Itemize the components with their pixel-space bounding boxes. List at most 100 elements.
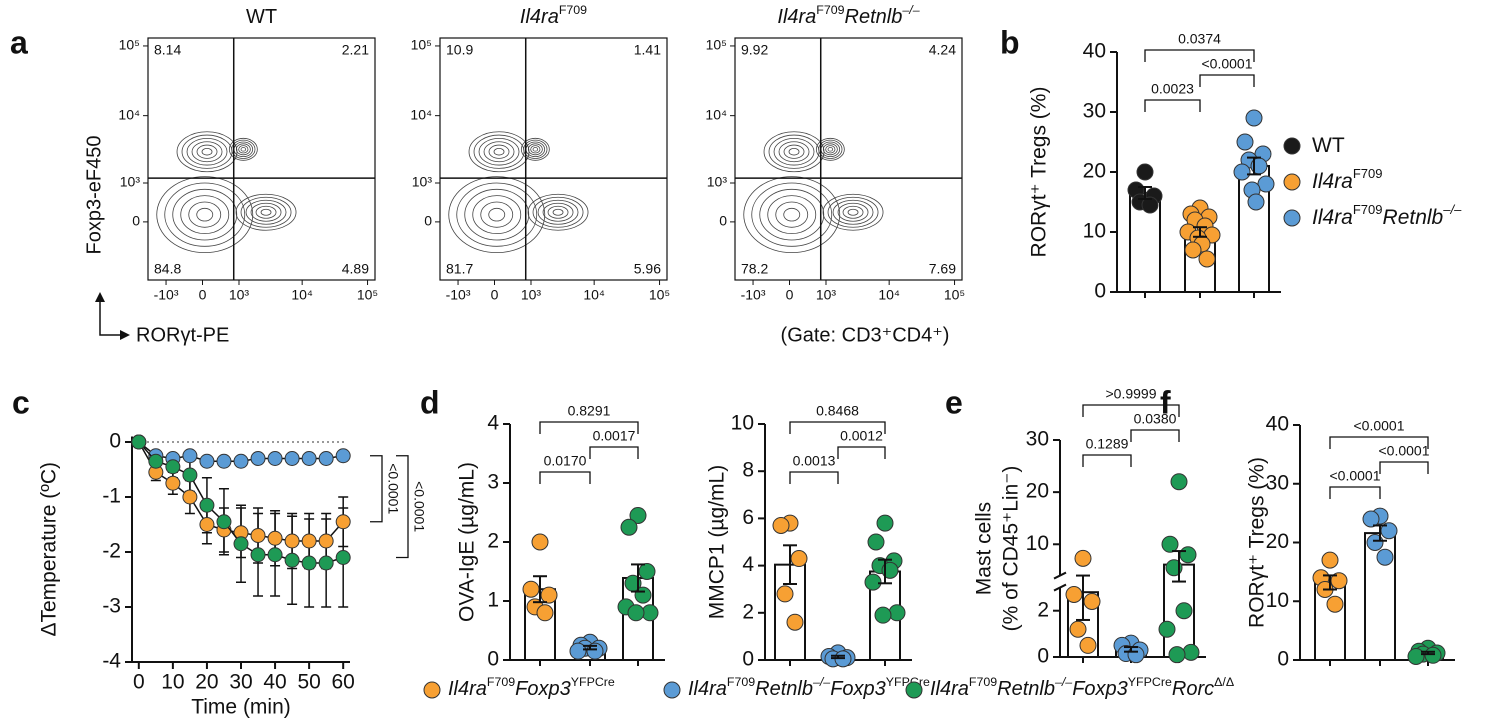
legend-label: Il4raF709Foxp3YFPCre — [448, 675, 615, 700]
contour — [191, 141, 223, 163]
y-tick-label: 0 — [1094, 280, 1106, 303]
text-part: –/– — [1442, 202, 1462, 217]
y-tick-label: 2 — [1037, 598, 1049, 621]
significance-bracket — [1329, 486, 1381, 499]
p-value: <0.0001 — [1330, 468, 1381, 484]
data-point — [284, 552, 300, 568]
x-tick-label: 50 — [297, 671, 320, 694]
legend-label: Il4raF709 — [1312, 166, 1383, 193]
data-point — [1424, 646, 1442, 664]
data-point — [1326, 595, 1344, 613]
data-point — [267, 451, 283, 466]
data-point — [876, 514, 894, 532]
y-tick-label: 2 — [487, 530, 499, 553]
data-point — [267, 547, 283, 563]
data-point — [301, 555, 317, 571]
text-part: Il4ra — [688, 678, 727, 700]
contour — [532, 196, 584, 228]
contour — [196, 144, 218, 159]
data-point — [1136, 163, 1154, 181]
y-tick-label: 10⁵ — [706, 37, 727, 53]
data-point — [165, 459, 181, 475]
data-point — [318, 533, 334, 549]
data-point — [569, 642, 587, 660]
x-axis-label: RORγt-PE — [136, 324, 229, 346]
contour — [815, 137, 845, 161]
x-tick-label: 10⁵ — [944, 287, 965, 303]
p-value: 0.0380 — [1134, 411, 1177, 427]
x-tick-label: 10 — [161, 671, 184, 694]
contour — [172, 188, 238, 241]
y-tick-label: -2 — [102, 540, 121, 563]
text-part: Δ/Δ — [1214, 675, 1234, 689]
y-axis-label: Mast cells — [973, 502, 996, 595]
data-point — [1161, 535, 1179, 553]
contour — [552, 208, 564, 216]
y-tick-label: 10³ — [707, 174, 728, 190]
contour — [822, 193, 884, 231]
contour — [842, 205, 864, 219]
data-point — [335, 514, 351, 530]
y-tick-label: 10 — [1026, 532, 1049, 555]
x-tick-label: 30 — [229, 671, 252, 694]
contour — [228, 137, 258, 161]
contour — [235, 193, 297, 231]
contour — [240, 147, 247, 152]
x-tick-label: 40 — [263, 671, 286, 694]
contour — [788, 148, 800, 156]
y-tick-label: 1 — [487, 589, 499, 612]
x-tick-label: 10⁵ — [357, 287, 378, 303]
legend-marker — [423, 681, 441, 699]
data-point — [233, 453, 249, 469]
x-tick-label: 0 — [491, 287, 499, 303]
text-part: WT — [1312, 134, 1345, 157]
significance-bracket — [396, 455, 409, 559]
contour — [245, 199, 287, 225]
quadrant-value: 2.21 — [342, 42, 369, 58]
x-tick-label: -10³ — [154, 287, 179, 303]
text-part: F709 — [1353, 202, 1383, 217]
contour — [480, 201, 514, 228]
contour — [822, 143, 838, 156]
legend-marker — [905, 681, 923, 699]
y-tick-label: 10 — [1083, 220, 1106, 243]
legend-marker — [1283, 137, 1301, 155]
contour — [825, 145, 836, 154]
data-point — [1074, 549, 1092, 567]
contour — [527, 143, 543, 156]
y-tick-label: 2 — [742, 600, 754, 623]
data-point — [1179, 546, 1197, 564]
significance-bracket — [1130, 429, 1180, 442]
data-point — [335, 448, 351, 464]
significance-bracket — [1199, 74, 1255, 87]
data-point — [216, 453, 232, 469]
contour — [827, 196, 879, 228]
data-point — [233, 536, 249, 552]
data-point — [267, 530, 283, 546]
quadrant-value: 5.96 — [634, 261, 661, 277]
y-tick-label: 40 — [1266, 413, 1289, 436]
axis-break — [1053, 583, 1067, 592]
y-tick-label: 30 — [1026, 428, 1049, 451]
data-point — [522, 580, 540, 598]
panel-letter: b — [1000, 24, 1020, 60]
contour — [472, 195, 522, 235]
contour — [456, 182, 538, 247]
y-tick-label: 0 — [742, 648, 754, 671]
contour — [483, 141, 515, 163]
data-point — [250, 451, 266, 466]
p-value: <0.0001 — [385, 463, 401, 514]
y-tick-label: 0 — [487, 648, 499, 671]
significance-bracket — [589, 446, 639, 459]
data-point — [1362, 510, 1380, 528]
text-part: –/– — [901, 3, 919, 17]
text-part: YFPCre — [571, 675, 615, 689]
text-part: Retnlb — [845, 6, 903, 28]
data-point — [284, 533, 300, 549]
data-point — [864, 573, 882, 591]
significance-bracket — [539, 471, 591, 484]
text-part: F709 — [1353, 166, 1383, 181]
y-axis-label: MMCP1 (µg/mL) — [706, 465, 729, 619]
y-tick-label: 10³ — [120, 174, 141, 190]
